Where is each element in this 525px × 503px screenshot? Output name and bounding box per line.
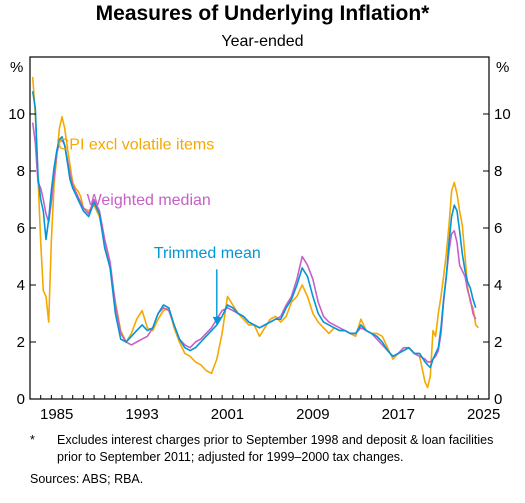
label-weighted-median: Weighted median [87,192,211,209]
plot-frame [29,56,490,400]
y-tick-label-left-10: 10 [8,106,25,123]
y-tick-label-left-2: 2 [17,334,25,351]
y-unit-left: % [10,59,23,76]
y-unit-right: % [496,59,509,76]
x-tick-label-2017: 2017 [382,406,415,423]
series-layer [31,76,479,389]
x-tick-label-1993: 1993 [125,406,158,423]
x-tick-label-2009: 2009 [296,406,329,423]
y-tick-label-right-2: 2 [494,334,502,351]
y-tick-label-right-6: 6 [494,220,502,237]
y-tick-label-left-8: 8 [17,163,25,180]
y-tick-label-left-0: 0 [17,391,25,408]
series-line-cpi-excl-volatile-items [31,76,479,389]
x-tick-label-1985: 1985 [40,406,73,423]
label-cpi-excl-volatile-items: CPI excl volatile items [58,137,215,154]
series-line-trimmed-mean [31,91,477,369]
sources-note: Sources: ABS; RBA. [30,472,144,486]
trimmed-mean-arrow-head [212,316,221,325]
footnote-marker: * [30,433,35,447]
y-tick-label-left-6: 6 [17,220,25,237]
label-trimmed-mean: Trimmed mean [154,245,261,262]
footnote-text: Excludes interest charges prior to Septe… [57,433,494,464]
y-tick-label-right-8: 8 [494,163,502,180]
y-tick-label-left-4: 4 [17,277,25,294]
y-tick-label-right-10: 10 [494,106,511,123]
y-tick-label-right-0: 0 [494,391,502,408]
x-tick-label-2001: 2001 [211,406,244,423]
axes-layer: 0 0 2 2 4 4 6 6 8 8 10 10 1985 1993 2001 2009 2017 2025 [8,106,510,423]
annotation-layer: CPI excl volatile items Weighted median Tr… [58,137,261,325]
chart-title: Measures of Underlying Inflation* [95,2,430,25]
x-tick-label-2025: 2025 [467,406,500,423]
y-tick-label-right-4: 4 [494,277,502,294]
chart-subtitle: Year-ended [221,33,304,50]
